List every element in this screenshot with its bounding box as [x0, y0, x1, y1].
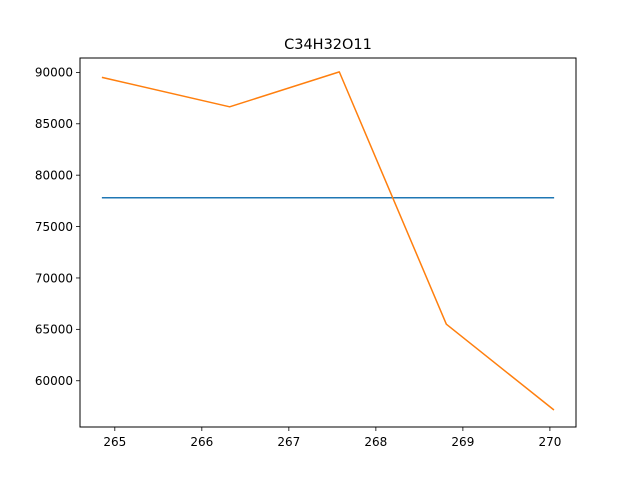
- x-tick-label: 270: [538, 435, 561, 449]
- y-tick-label: 85000: [35, 117, 73, 131]
- x-tick-label: 265: [103, 435, 126, 449]
- series-line-1: [101, 71, 555, 411]
- chart-title: C34H32O11: [284, 37, 372, 53]
- x-axis: 265 266 267 268 269 270: [103, 427, 561, 449]
- y-tick-label: 70000: [35, 271, 73, 285]
- y-tick-label: 65000: [35, 323, 73, 337]
- x-tick-label: 268: [364, 435, 387, 449]
- x-tick-label: 266: [190, 435, 213, 449]
- y-tick-label: 80000: [35, 168, 73, 182]
- x-tick-label: 269: [451, 435, 474, 449]
- y-axis: 60000 65000 70000 75000 80000 85000 90000: [35, 66, 80, 388]
- plot-frame: [79, 57, 577, 428]
- y-tick-label: 75000: [35, 220, 73, 234]
- x-tick-label: 267: [277, 435, 300, 449]
- y-tick-label: 60000: [35, 374, 73, 388]
- plot-area: [80, 58, 576, 427]
- y-tick-label: 90000: [35, 66, 73, 80]
- series-layer: [101, 71, 555, 411]
